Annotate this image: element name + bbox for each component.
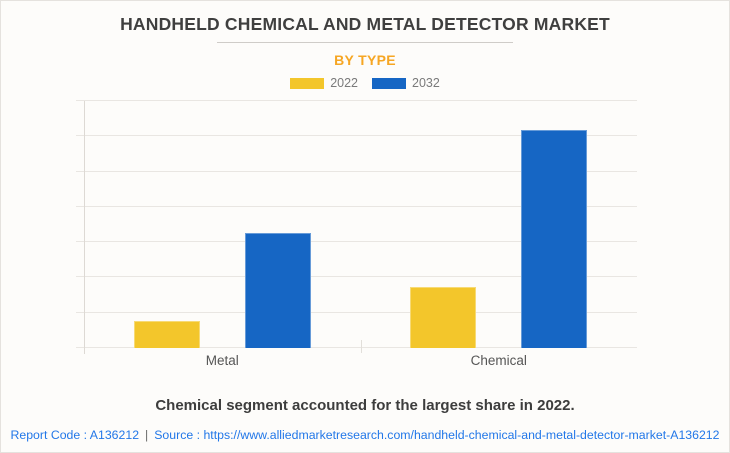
bar-metal-2022 — [133, 320, 200, 348]
report-code: Report Code : A136212 — [10, 428, 140, 442]
x-axis-label-chemical: Chemical — [470, 353, 527, 368]
gridline — [76, 276, 637, 278]
category-tick — [360, 340, 362, 353]
title-divider — [217, 42, 513, 43]
bar-chemical-2022 — [410, 286, 477, 348]
bar-metal-2032 — [244, 232, 311, 348]
source-url[interactable]: https://www.alliedmarketresearch.com/han… — [203, 428, 720, 442]
source-line: Report Code : A136212 | Source : https://w… — [1, 428, 729, 442]
gridline — [76, 311, 637, 313]
gridline — [76, 205, 637, 207]
category-group-metal — [84, 101, 361, 348]
gridline — [76, 100, 637, 101]
legend-label-2022: 2022 — [330, 76, 358, 90]
page-title: HANDHELD CHEMICAL AND METAL DETECTOR MAR… — [120, 14, 610, 34]
chart-note: Chemical segment accounted for the large… — [155, 397, 575, 414]
legend-swatch-2032 — [372, 77, 406, 89]
x-axis-label-metal: Metal — [205, 353, 239, 368]
bar-chart-plot-area — [76, 100, 638, 354]
chart-subtitle: BY TYPE — [334, 52, 396, 68]
bar-chemical-2032 — [521, 129, 588, 348]
x-axis-labels: Metal Chemical — [84, 353, 637, 368]
y-axis-line — [84, 101, 85, 354]
category-group-chemical — [361, 101, 638, 348]
legend-item-2022[interactable]: 2022 — [290, 76, 358, 90]
x-axis-line — [76, 347, 637, 348]
gridline — [76, 241, 637, 243]
separator: | — [145, 428, 149, 442]
chart-legend: 2022 2032 — [1, 76, 729, 90]
gridline — [76, 170, 637, 172]
gridline — [76, 135, 637, 137]
source-label: Source : — [154, 428, 201, 442]
legend-item-2032[interactable]: 2032 — [372, 76, 440, 90]
legend-label-2032: 2032 — [412, 76, 440, 90]
legend-swatch-2022 — [290, 77, 325, 89]
